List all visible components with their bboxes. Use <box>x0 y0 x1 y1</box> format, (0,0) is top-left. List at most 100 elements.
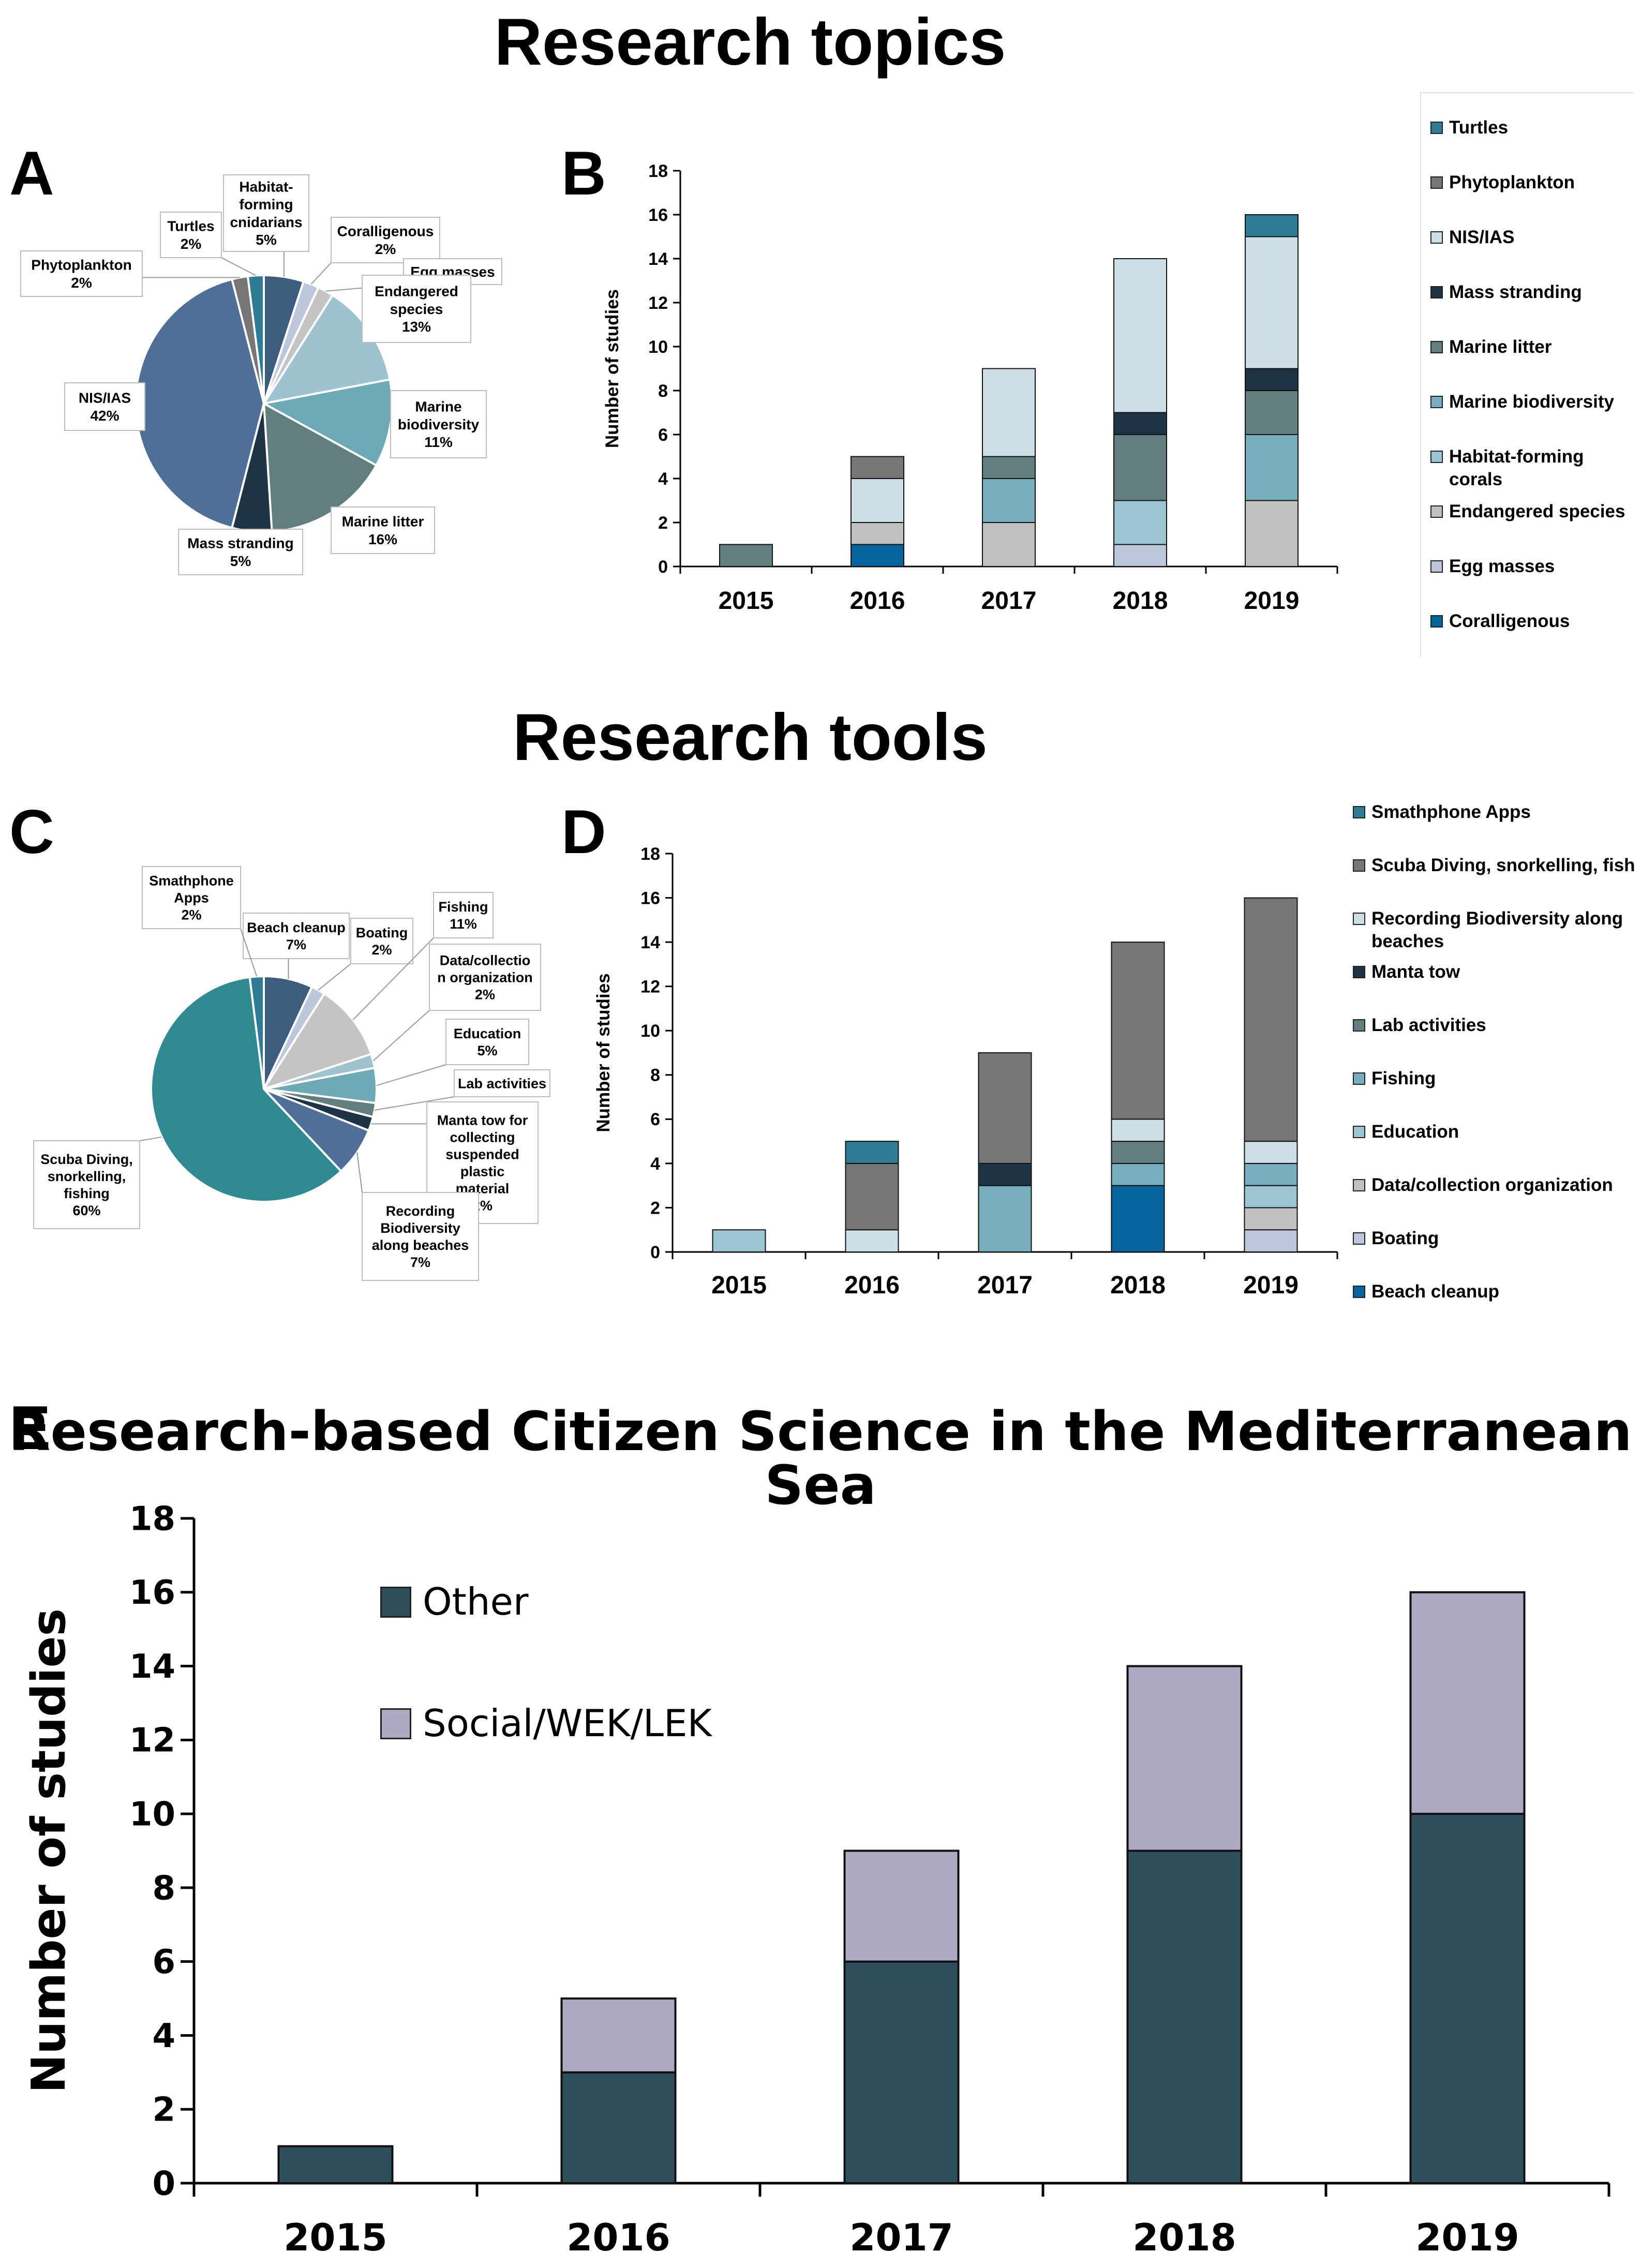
bar-habitat-forming-corals-2018 <box>1113 500 1167 545</box>
pie-label-coralligenous: Coralligenous <box>337 223 434 240</box>
bar-fishing-2018 <box>1111 1162 1165 1186</box>
x-tick-label: 2015 <box>284 2216 387 2259</box>
chart-e-title: Research-based Citizen Science in the Me… <box>9 1400 1632 1517</box>
pie-label-endangered_species: 13% <box>402 319 431 335</box>
label-box-marine_litter <box>331 506 435 554</box>
y-tick-label: 8 <box>658 381 668 401</box>
legend-swatch <box>1353 806 1365 818</box>
legend-item-boating: Boating <box>1353 1227 1637 1250</box>
x-tick-label: 2018 <box>1113 587 1168 615</box>
bar-chart-d: 0 2 4 6 8 10 12 14 16 18 2015 2016 2017 2018 2019 Numbe… <box>593 844 1338 1299</box>
pie-label-turtles: 2% <box>181 236 202 252</box>
bar-marine-litter-2019 <box>1245 390 1299 435</box>
pie-label-mass_stranding: 5% <box>230 553 251 569</box>
bar-fishing-2017 <box>978 1185 1032 1253</box>
y-tick-label: 2 <box>650 1198 660 1218</box>
legend-label: Education <box>1371 1122 1459 1142</box>
pie-label-marine_biodiversity: 11% <box>424 434 453 450</box>
bar-other-2019 <box>1409 1813 1526 2184</box>
legend-swatch <box>1353 859 1365 872</box>
x-tick-label: 2018 <box>1132 2216 1236 2259</box>
label-box-nis_ias <box>64 382 145 431</box>
legend-item-education: Education <box>1353 1121 1637 1143</box>
legend-swatch <box>1353 1072 1365 1085</box>
legend-swatch <box>1430 505 1443 518</box>
bar-nis-ias-2017 <box>982 368 1036 457</box>
bar-nis-ias-2019 <box>1245 236 1299 369</box>
pie-label-education: Education <box>454 1026 521 1041</box>
legend-label: Recording Biodiversity along beaches <box>1371 908 1623 951</box>
bar-marine-biodiversity-2017 <box>982 478 1036 523</box>
panel-letter-a: A <box>9 139 54 208</box>
pie-label-data_collection: 2% <box>475 987 495 1002</box>
leader-line-scuba_diving <box>139 1136 162 1141</box>
y-tick-label: 8 <box>650 1066 660 1085</box>
legend-b: Turtles Phytoplankton NIS/IAS Mass strandin… <box>1430 116 1637 644</box>
bar-social-wek-lek-2019 <box>1409 1591 1526 1815</box>
legend-label: Manta tow <box>1371 962 1460 982</box>
legend-label: Beach cleanup <box>1371 1281 1500 1302</box>
panel-letter-c: C <box>9 797 54 867</box>
legend-item-egg-masses: Egg masses <box>1430 555 1637 578</box>
pie-label-data_collection: Data/collectio <box>440 953 531 968</box>
y-tick-label: 18 <box>648 161 668 181</box>
y-tick-label: 4 <box>650 1154 660 1174</box>
y-tick-label: 16 <box>640 888 660 908</box>
bar-recording-biodiversity-along-beaches-2018 <box>1111 1118 1165 1142</box>
leader-line-recording_biodiversity <box>356 1152 363 1193</box>
y-tick-label: 0 <box>658 557 668 577</box>
y-tick-label: 14 <box>129 1648 175 1686</box>
bar-other-2016 <box>560 2071 677 2185</box>
legend-label: Turtles <box>1449 117 1509 138</box>
y-tick-label: 2 <box>152 2091 175 2129</box>
legend-swatch <box>1353 1286 1365 1298</box>
legend-item-smathphone-apps: Smathphone Apps <box>1353 801 1637 824</box>
bar-education-2019 <box>1244 1185 1298 1208</box>
bar-social-wek-lek-2017 <box>843 1849 960 1963</box>
pie-label-turtles: Turtles <box>167 218 214 234</box>
y-tick-label: 10 <box>648 337 668 357</box>
label-box-turtles <box>160 212 222 258</box>
legend-swatch <box>1430 615 1443 628</box>
legend-item-manta-tow: Manta tow <box>1353 961 1637 983</box>
y-tick-label: 16 <box>648 205 668 225</box>
pie-label-nis_ias: 42% <box>90 408 119 424</box>
legend-swatch <box>1430 560 1443 573</box>
pie-label-manta_tow: suspended <box>445 1146 519 1162</box>
y-tick-label: 10 <box>640 1021 660 1041</box>
pie-label-boating: 2% <box>371 942 392 958</box>
bar-endangered-species-2019 <box>1245 500 1299 567</box>
pie-label-marine_biodiversity: Marine <box>415 399 461 415</box>
legend-item-beach-cleanup: Beach cleanup <box>1353 1280 1637 1303</box>
y-tick-label: 14 <box>648 249 668 269</box>
pie-label-scuba_diving: Scuba Diving, <box>40 1152 133 1167</box>
y-tick-label: 18 <box>129 1500 175 1538</box>
bar-scuba-diving-snorkelling-fishing-2019 <box>1244 897 1298 1142</box>
bar-lab-activities-2018 <box>1111 1141 1165 1164</box>
legend-label: Other <box>423 1580 529 1623</box>
pie-label-lab_activities: Lab activities <box>458 1076 546 1091</box>
pie-label-smartphone_apps: Smathphone <box>149 873 234 889</box>
legend-label: Fishing <box>1371 1068 1436 1088</box>
legend-item-endangered-species: Endangered species <box>1430 500 1637 523</box>
label-box-habitat_forming_cnidarians <box>223 174 309 252</box>
pie-label-recording_biodiversity: Biodiversity <box>380 1220 460 1236</box>
pie-label-manta_tow: collecting <box>450 1130 515 1145</box>
legend-swatch <box>1353 913 1365 925</box>
legend-item-habitat-forming-corals: Habitat-forming corals <box>1430 445 1637 491</box>
bar-endangered-species-2016 <box>851 522 904 545</box>
bar-chart-e: 0 2 4 6 8 10 12 14 16 18 2015 2016 2017 2018 2019 Numbe… <box>22 1500 1610 2259</box>
legend-item-recording-biodiversity-along-beaches: Recording Biodiversity along beaches <box>1353 907 1637 953</box>
legend-item-scuba-diving-snorkelling-fish: Scuba Diving, snorkelling, fish <box>1353 854 1637 877</box>
pie-label-nis_ias: NIS/IAS <box>79 390 131 406</box>
bar-scuba-diving-snorkelling-fishing-2016 <box>845 1162 899 1231</box>
bar-fishing-2019 <box>1244 1162 1298 1186</box>
x-tick-label: 2017 <box>981 587 1037 615</box>
label-box-boating <box>350 918 413 964</box>
bar-recording-biodiversity-along-beaches-2016 <box>845 1229 899 1253</box>
legend-b-frame <box>1420 92 1633 657</box>
legend-item-mass-stranding: Mass stranding <box>1430 281 1637 304</box>
legend-label: Smathphone Apps <box>1371 802 1531 822</box>
legend-swatch <box>1353 1019 1365 1032</box>
legend-swatch <box>1430 231 1443 244</box>
